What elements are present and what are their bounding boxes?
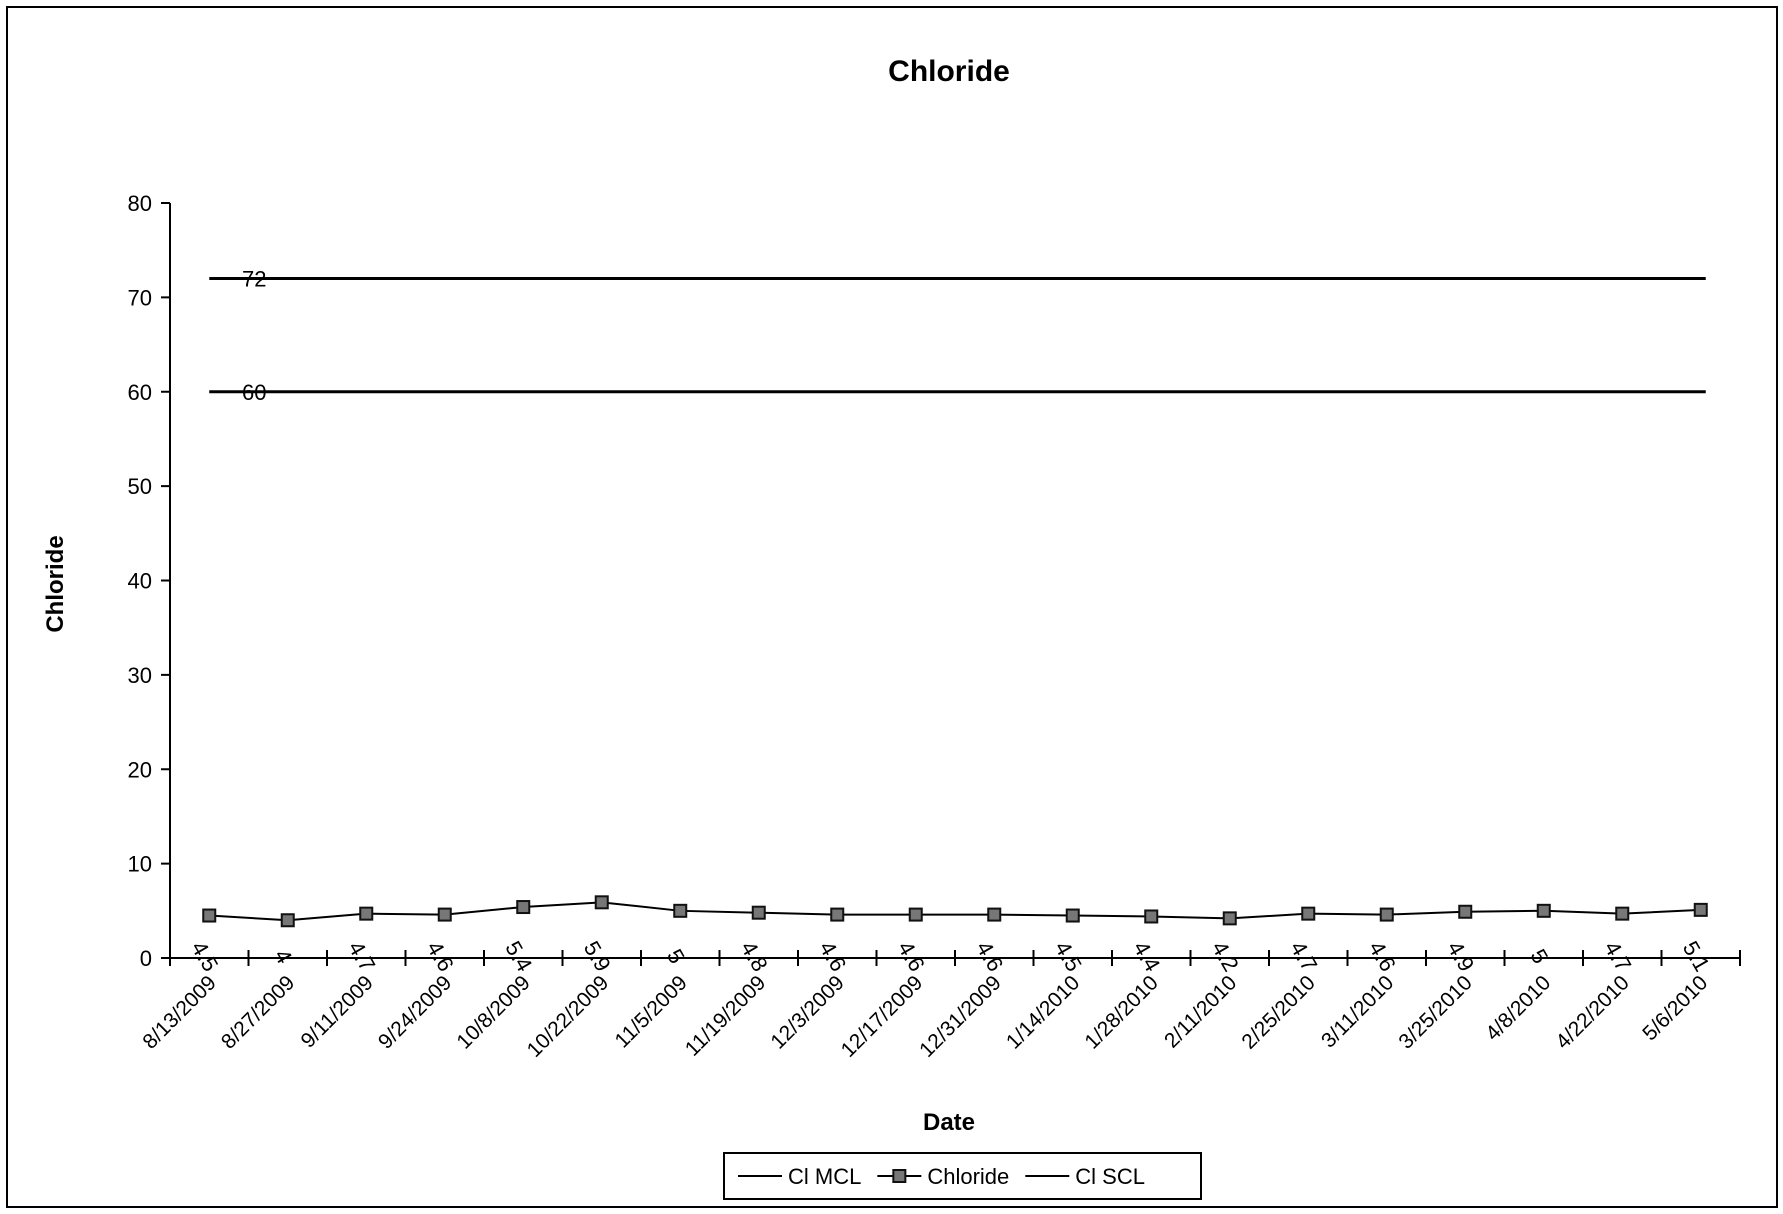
data-point-chloride-10 bbox=[987, 907, 1002, 922]
y-tick-label-8: 80 bbox=[128, 191, 152, 216]
data-label-chloride-4: 5.4 bbox=[500, 937, 537, 976]
legend-marker-chloride bbox=[892, 1169, 907, 1183]
data-point-chloride-8 bbox=[830, 907, 845, 922]
x-tick-label-7: 11/19/2009 bbox=[681, 971, 770, 1060]
series-label-cl-mcl: 72 bbox=[242, 267, 266, 292]
x-tick-label-13: 2/11/2010 bbox=[1160, 971, 1241, 1052]
y-axis-title: Chloride bbox=[42, 535, 69, 632]
x-tick-label-9: 12/17/2009 bbox=[837, 971, 928, 1062]
data-point-chloride-3 bbox=[437, 907, 452, 922]
x-axis: 8/13/20098/27/20099/11/20099/24/200910/8… bbox=[138, 950, 1741, 1062]
data-label-chloride-17: 5 bbox=[1525, 945, 1553, 968]
x-tick-label-19: 5/6/2010 bbox=[1638, 971, 1712, 1045]
data-label-chloride-3: 4.6 bbox=[422, 937, 459, 976]
data-label-chloride-15: 4.6 bbox=[1364, 937, 1401, 976]
y-tick-label-5: 50 bbox=[128, 474, 152, 499]
data-label-chloride-13: 4.2 bbox=[1207, 937, 1244, 976]
legend: Cl MCL Chloride Cl SCL bbox=[723, 1152, 1202, 1200]
x-tick-label-5: 10/22/2009 bbox=[523, 971, 614, 1062]
legend-label-cl-mcl: Cl MCL bbox=[788, 1164, 861, 1189]
y-tick-label-7: 70 bbox=[128, 285, 152, 310]
data-label-chloride-14: 4.7 bbox=[1285, 937, 1322, 976]
legend-label-cl-scl: Cl SCL bbox=[1075, 1164, 1145, 1189]
x-tick-label-8: 12/3/2009 bbox=[766, 971, 848, 1053]
data-point-chloride-11 bbox=[1065, 908, 1080, 923]
data-point-chloride-2 bbox=[359, 906, 374, 921]
x-tick-label-0: 8/13/2009 bbox=[138, 971, 220, 1053]
y-tick-label-6: 60 bbox=[128, 380, 152, 405]
data-point-chloride-12 bbox=[1144, 909, 1159, 924]
data-label-chloride-11: 4.5 bbox=[1050, 937, 1087, 976]
data-point-chloride-5 bbox=[594, 895, 609, 910]
chart-title: Chloride bbox=[888, 55, 1010, 88]
data-label-chloride-0: 4.5 bbox=[186, 937, 223, 976]
legend-box bbox=[723, 1152, 1202, 1200]
x-tick-label-15: 3/11/2010 bbox=[1317, 971, 1398, 1052]
x-tick-label-4: 10/8/2009 bbox=[452, 971, 534, 1053]
data-label-chloride-18: 4.7 bbox=[1599, 937, 1636, 976]
x-tick-label-18: 4/22/2010 bbox=[1551, 971, 1633, 1053]
x-tick-label-2: 9/11/2009 bbox=[297, 971, 378, 1052]
data-label-chloride-16: 4.9 bbox=[1442, 937, 1479, 976]
data-point-chloride-4 bbox=[516, 900, 531, 915]
data-point-chloride-17 bbox=[1536, 903, 1551, 918]
y-tick-label-2: 20 bbox=[128, 757, 152, 782]
series-cl-mcl: 72 bbox=[209, 267, 1706, 292]
series-chloride: 4.5 4 4.7 4.6 5.4 5.9 5 4.8 4.6 4.6 4.6 4.5 4.4 4.2 4.… bbox=[186, 895, 1715, 976]
data-point-chloride-6 bbox=[673, 903, 688, 918]
data-point-chloride-0 bbox=[202, 908, 217, 923]
x-tick-label-17: 4/8/2010 bbox=[1481, 971, 1555, 1045]
data-point-chloride-9 bbox=[908, 907, 923, 922]
y-tick-label-3: 30 bbox=[128, 663, 152, 688]
data-point-chloride-1 bbox=[280, 913, 295, 928]
x-tick-label-12: 1/28/2010 bbox=[1080, 971, 1162, 1053]
x-tick-label-6: 11/5/2009 bbox=[611, 971, 692, 1052]
series-cl-scl: 60 bbox=[209, 380, 1706, 405]
data-point-chloride-16 bbox=[1458, 904, 1473, 919]
data-label-chloride-7: 4.8 bbox=[736, 937, 773, 976]
data-label-chloride-2: 4.7 bbox=[343, 937, 380, 976]
data-label-chloride-8: 4.6 bbox=[814, 937, 851, 976]
data-label-chloride-10: 4.6 bbox=[971, 937, 1008, 976]
data-point-chloride-7 bbox=[751, 905, 766, 920]
series-layer: 72 4.5 4 4.7 4.6 5.4 5.9 5 4.8 4.6 4.6 4.6 4.5 4.4 4.2… bbox=[186, 267, 1714, 976]
data-label-chloride-19: 5.1 bbox=[1678, 937, 1715, 976]
data-label-chloride-1: 4 bbox=[269, 945, 297, 968]
series-label-cl-scl: 60 bbox=[242, 380, 266, 405]
data-point-chloride-18 bbox=[1615, 906, 1630, 921]
x-tick-label-11: 1/14/2010 bbox=[1002, 971, 1084, 1053]
chart-frame bbox=[6, 6, 1778, 1208]
y-tick-label-4: 40 bbox=[128, 569, 152, 594]
data-point-chloride-14 bbox=[1301, 906, 1316, 921]
data-label-chloride-6: 5 bbox=[662, 945, 690, 968]
data-point-chloride-13 bbox=[1222, 911, 1237, 926]
x-tick-label-1: 8/27/2009 bbox=[217, 971, 299, 1053]
legend-label-chloride: Chloride bbox=[927, 1164, 1009, 1189]
series-line-chloride bbox=[209, 901, 1701, 922]
y-tick-label-1: 10 bbox=[128, 852, 152, 877]
x-tick-label-3: 9/24/2009 bbox=[374, 971, 456, 1053]
data-label-chloride-9: 4.6 bbox=[893, 937, 930, 976]
y-axis: 0 10 20 30 40 50 60 70 80 bbox=[128, 191, 171, 971]
x-tick-label-10: 12/31/2009 bbox=[915, 971, 1006, 1062]
x-tick-label-14: 2/25/2010 bbox=[1237, 971, 1319, 1053]
data-point-chloride-15 bbox=[1379, 907, 1394, 922]
data-point-chloride-19 bbox=[1693, 902, 1708, 917]
x-axis-title: Date bbox=[923, 1109, 975, 1136]
data-label-chloride-5: 5.9 bbox=[579, 937, 616, 976]
x-tick-label-16: 3/25/2010 bbox=[1394, 971, 1476, 1053]
y-tick-label-0: 0 bbox=[140, 946, 152, 971]
data-label-chloride-12: 4.4 bbox=[1128, 937, 1165, 976]
